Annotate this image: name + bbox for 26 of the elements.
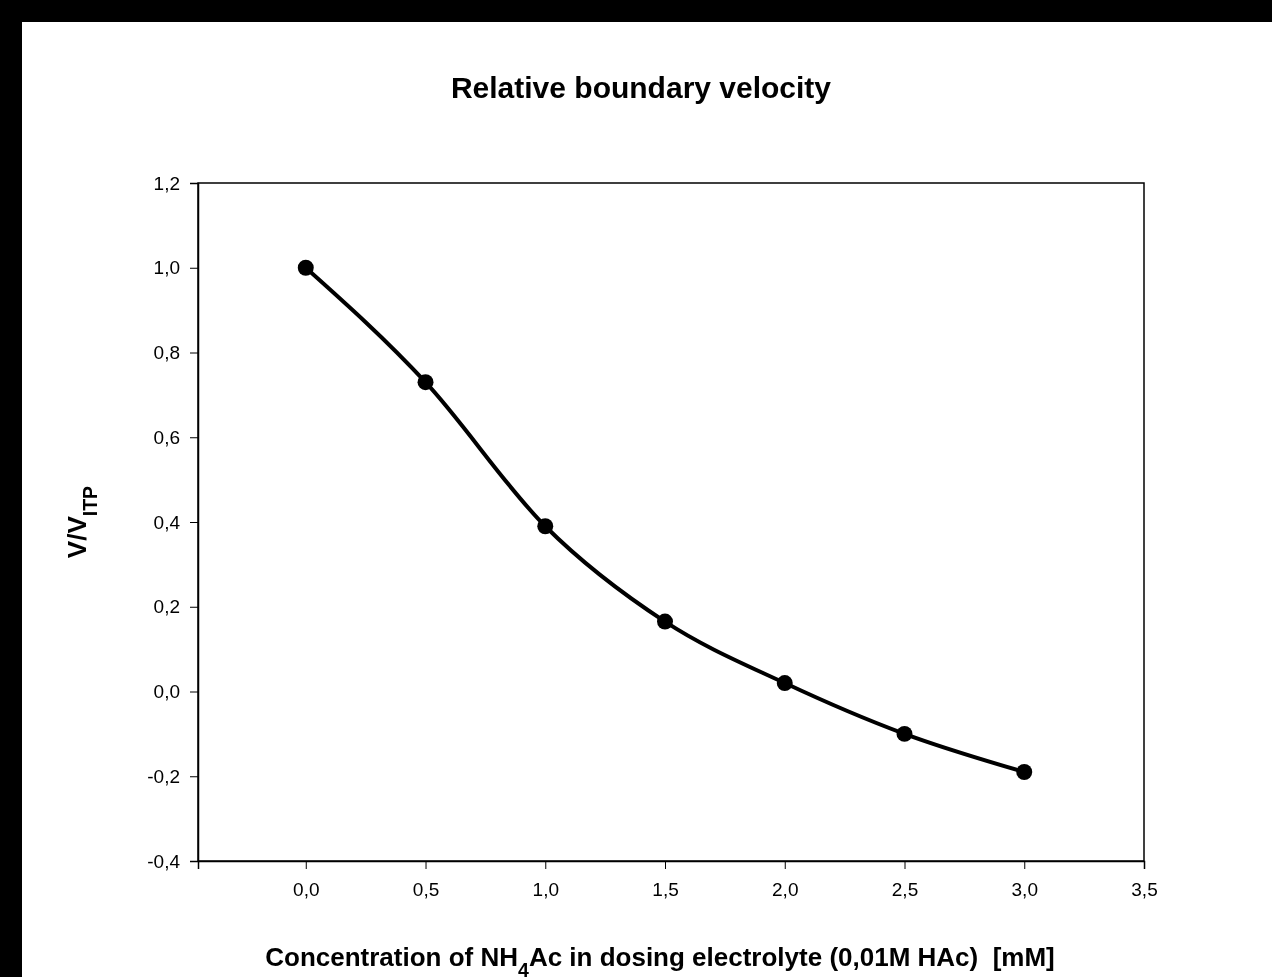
- point: [896, 725, 913, 742]
- y-tick-label: -0,2: [147, 765, 180, 787]
- x-tick-label: 3,5: [1131, 879, 1158, 901]
- x-tick-label: 3,0: [1011, 879, 1038, 901]
- point: [776, 675, 793, 691]
- y-tick-label: 0,6: [153, 426, 180, 448]
- point: [417, 374, 434, 391]
- point: [657, 613, 673, 630]
- x-tick-label: 1,0: [532, 879, 559, 901]
- x-tick-label: 1,5: [652, 879, 679, 901]
- y-tick-label: 0,2: [153, 596, 180, 618]
- y-tick-label: 0,8: [153, 342, 180, 364]
- chart-title: Relative boundary velocity: [450, 71, 832, 104]
- y-tick-label: 1,0: [153, 257, 180, 279]
- y-tick-label: 0,0: [153, 681, 180, 703]
- point: [537, 518, 554, 535]
- x-axis-title: Concentration of NH$_{4}$Ac in dosing electrolyte (0,01M HAc) [mM]: [265, 942, 1055, 977]
- point: [297, 259, 314, 276]
- x-tick-label: 0,5: [412, 879, 440, 901]
- x-tick-label: 0,0: [293, 879, 320, 901]
- point: [1016, 764, 1033, 780]
- y-tick-label: 1,2: [153, 172, 180, 194]
- x-tick-label: 2,0: [772, 879, 799, 901]
- x-tick-label: 2,5: [891, 879, 919, 901]
- y-tick-label: -0,4: [147, 850, 181, 872]
- y-tick-label: 0,4: [153, 511, 181, 533]
